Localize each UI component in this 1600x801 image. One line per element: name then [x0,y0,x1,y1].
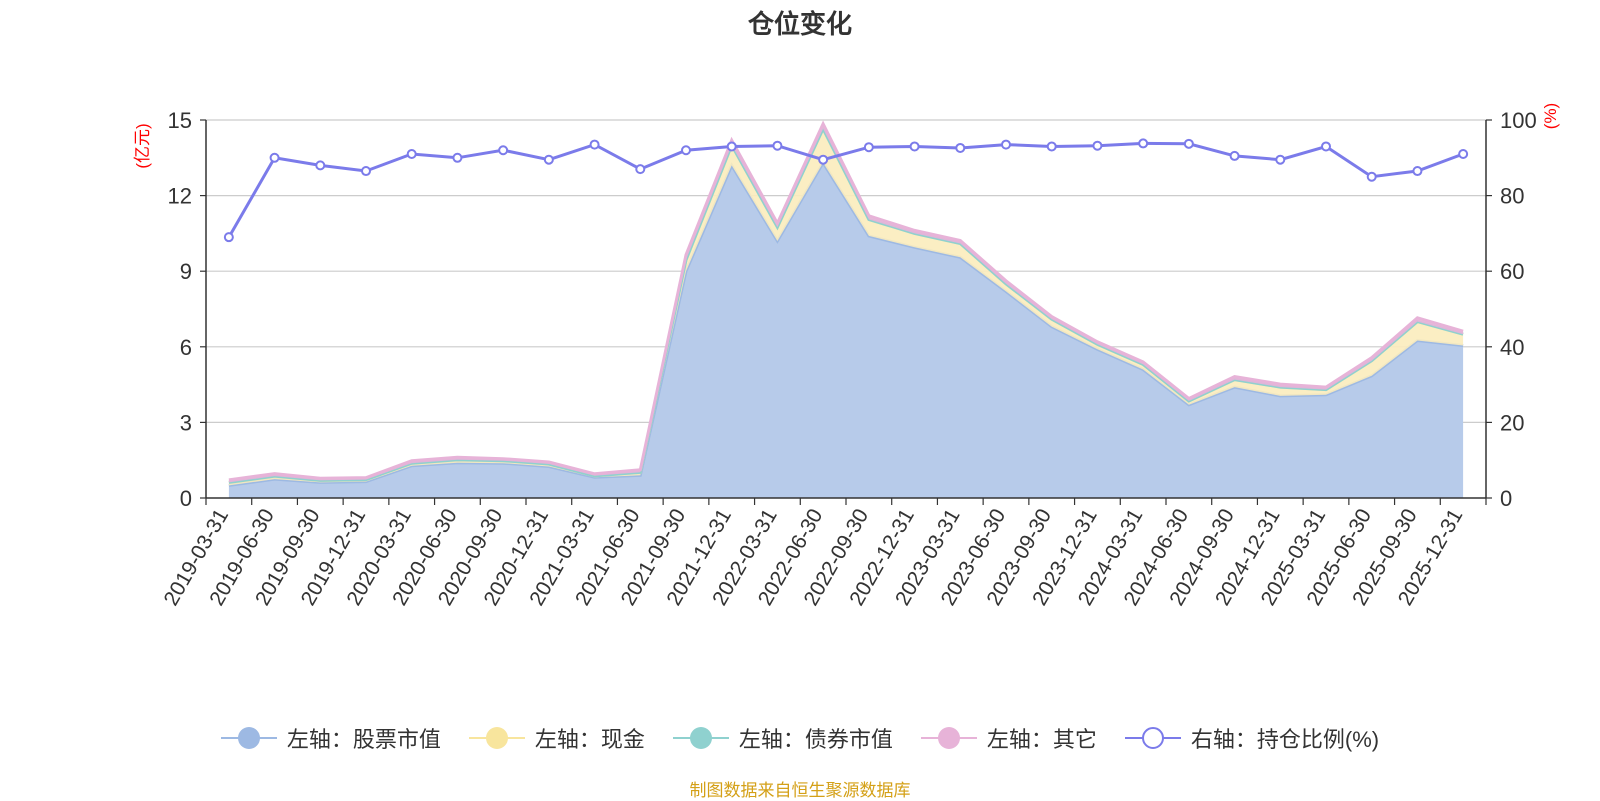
chart-legend: 左轴：股票市值 左轴：现金 左轴：债券市值 左轴：其它 右轴：持仓比例(%) [0,722,1600,754]
ratio-point [1229,150,1240,161]
right-axis-unit: (%) [1541,103,1560,129]
left-axis-tick-label: 6 [180,335,192,360]
chart-title: 仓位变化 [747,9,852,39]
ratio-point [543,154,554,165]
ratio-point [589,139,600,150]
legend-label: 左轴：股票市值 [286,727,441,752]
ratio-point [863,142,874,153]
legend-swatch [672,725,729,751]
ratio-line [227,141,1464,238]
left-axis-tick-label: 12 [168,184,192,209]
legend-swatch [220,725,277,751]
ratio-line-series [223,138,1469,243]
ratio-point [726,141,737,152]
left-axis-tick-label: 9 [180,259,192,284]
stock-area [228,162,1464,499]
ratio-point [635,164,646,175]
ratio-point [818,154,829,165]
legend-label: 左轴：其它 [986,727,1097,752]
ratio-point [772,140,783,151]
legend-item-other[interactable]: 左轴：其它 [920,722,1097,754]
legend-swatch [468,725,525,751]
ratio-point [452,152,463,163]
legend-item-stock[interactable]: 左轴：股票市值 [220,722,441,754]
left-axis-tick-label: 15 [168,108,192,133]
legend-swatch [920,725,977,751]
data-source-note: 制图数据来自恒生聚源数据库 [689,781,911,800]
left-axis-tick-label: 3 [180,410,192,435]
legend-item-cash[interactable]: 左轴：现金 [468,722,645,754]
legend-swatch [1124,725,1181,751]
ratio-point [1092,140,1103,151]
right-axis-tick-label: 80 [1500,184,1524,209]
left-axis-tick-label: 0 [180,486,192,511]
legend-label: 左轴：债券市值 [738,727,893,752]
ratio-point [1412,166,1423,177]
ratio-point [1138,138,1149,149]
ratio-point [223,232,234,243]
legend-item-bond[interactable]: 左轴：债券市值 [672,722,893,754]
right-axis-tick-label: 100 [1500,108,1537,133]
ratio-point [1046,141,1057,152]
left-axis-unit: (亿元) [133,123,152,168]
ratio-point [909,141,920,152]
ratio-point [315,160,326,171]
ratio-point [1321,141,1331,152]
legend-item-ratio[interactable]: 右轴：持仓比例(%) [1124,722,1380,754]
ratio-point [361,166,371,177]
ratio-point [1275,154,1286,165]
right-axis-tick-label: 60 [1500,259,1524,284]
ratio-point [1366,171,1377,182]
ratio-point [498,145,509,156]
ratio-point [955,142,966,153]
right-axis-tick-label: 0 [1500,486,1512,511]
ratio-point [1458,149,1469,160]
right-axis-tick-label: 40 [1500,335,1524,360]
other-line [228,120,1464,482]
ratio-point [681,145,691,156]
ratio-point [1183,138,1194,149]
ratio-point [1001,139,1011,150]
ratio-point [269,152,280,163]
ratio-point [406,149,417,160]
legend-label: 左轴：现金 [534,727,645,752]
legend-label: 右轴：持仓比例(%) [1190,727,1380,752]
right-axis-tick-label: 20 [1500,410,1524,435]
stacked-areas [228,120,1464,499]
